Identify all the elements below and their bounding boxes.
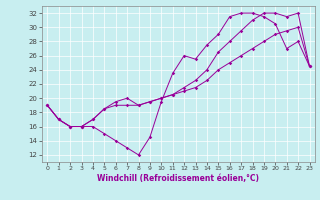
X-axis label: Windchill (Refroidissement éolien,°C): Windchill (Refroidissement éolien,°C) [97, 174, 260, 183]
